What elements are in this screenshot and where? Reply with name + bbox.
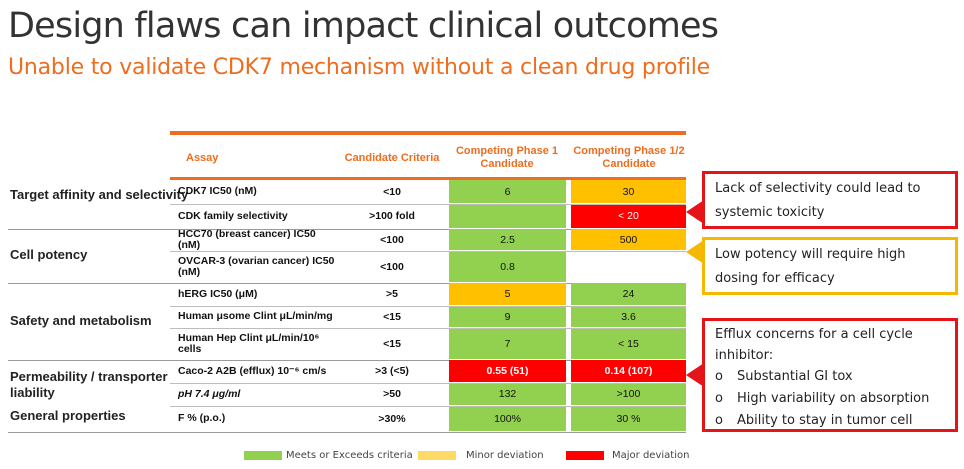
category-general: General properties [10,408,126,423]
phase1-cell: 5 [449,283,566,305]
assay-cell: Human μsome Clint μL/min/mg [178,310,333,322]
phase12-cell: < 15 [571,328,686,359]
criteria-cell: <15 [383,310,401,323]
category-safety: Safety and metabolism [10,313,152,328]
phase1-cell: 2.5 [449,229,566,250]
group-divider [8,360,686,361]
phase12-cell [571,251,686,282]
callout-arrow [686,363,704,387]
assay-cell: F % (p.o.) [178,412,226,424]
legend-swatch-green [244,451,282,460]
assay-cell: hERG IC50 (μM) [178,287,258,300]
assay-cell: CDK family selectivity [178,209,288,222]
table-top-rule [170,131,686,135]
legend-green-label: Meets or Exceeds criteria [286,450,413,461]
header-phase1: Competing Phase 1 Candidate [455,145,559,170]
assay-cell: CDK7 IC50 (nM) [178,185,257,197]
criteria-cell: >30% [378,412,406,425]
phase12-cell: 24 [571,283,686,305]
criteria-cell: <15 [383,337,401,350]
callout-arrow [686,240,704,264]
assay-cell: OVCAR-3 (ovarian cancer) IC50 (nM) [178,254,335,278]
criteria-cell: >100 fold [369,210,415,222]
callout-efflux-title: Efflux concerns for a cell cycle inhibit… [715,327,913,363]
criteria-cell: >50 [383,388,401,400]
phase12-cell: >100 [571,383,686,405]
criteria-cell: >5 [386,288,398,300]
category-permeability: Permeability / transporter liability [10,369,168,400]
row-divider [170,383,686,384]
page-title: Design flaws can impact clinical outcome… [8,6,719,46]
phase1-cell: 0.8 [449,251,566,282]
row-divider [170,328,686,329]
callout-efflux-item: o High variability on absorption [715,391,930,406]
page-subtitle: Unable to validate CDK7 mechanism withou… [8,55,711,80]
legend-red-label: Major deviation [612,450,690,461]
legend-swatch-amber [418,451,456,460]
row-divider [170,406,686,407]
criteria-cell: <100 [380,260,404,273]
callout-potency: Low potency will require high dosing for… [702,237,958,295]
row-divider [170,306,686,307]
assay-cell: HCC70 (breast cancer) IC50 (nM) [178,227,316,251]
phase12-cell: < 20 [571,204,686,228]
phase1-cell: 100% [449,406,566,431]
assay-cell: Caco-2 A2B (efflux) 10⁻⁶ cm/s [178,364,327,377]
assay-cell: Human Hep Clint μL/min/10⁶ cells [178,331,320,355]
legend-swatch-red [566,451,604,460]
callout-efflux-item: o Substantial GI tox [715,369,853,384]
category-target: Target affinity and selectivity [10,187,189,202]
legend-amber-label: Minor deviation [466,450,544,461]
callout-efflux-list: o Substantial GI tox o High variability on… [715,366,945,432]
callout-selectivity: Lack of selectivity could lead to system… [702,171,958,229]
phase1-cell: 0.55 (51) [449,360,566,382]
callout-efflux: Efflux concerns for a cell cycle inhibit… [702,318,958,432]
callout-arrow [686,200,704,224]
category-potency: Cell potency [10,247,88,262]
assay-cell: pH 7.4 μg/ml [178,387,241,400]
group-divider [8,432,686,433]
callout-efflux-item: o Ability to stay in tumor cell [715,413,913,428]
header-phase12: Competing Phase 1/2 Candidate [573,145,685,170]
criteria-cell: <100 [380,233,404,246]
phase12-cell: 3.6 [571,306,686,327]
phase12-cell: 0.14 (107) [571,360,686,382]
phase1-cell [449,204,566,228]
phase1-cell: 7 [449,328,566,359]
criteria-cell: <10 [383,185,401,198]
group-divider [8,229,686,230]
phase1-cell: 6 [449,180,566,203]
table-header-rule [170,177,686,180]
criteria-cell: >3 (<5) [375,365,409,377]
phase1-cell: 132 [449,383,566,405]
row-divider [170,204,686,205]
row-divider [170,251,686,252]
header-assay: Assay [186,151,219,164]
phase12-cell: 500 [571,229,686,250]
header-criteria: Candidate Criteria [344,151,440,164]
phase12-cell: 30 [571,180,686,203]
group-divider [8,283,686,284]
phase1-cell: 9 [449,306,566,327]
phase12-cell: 30 % [571,406,686,431]
